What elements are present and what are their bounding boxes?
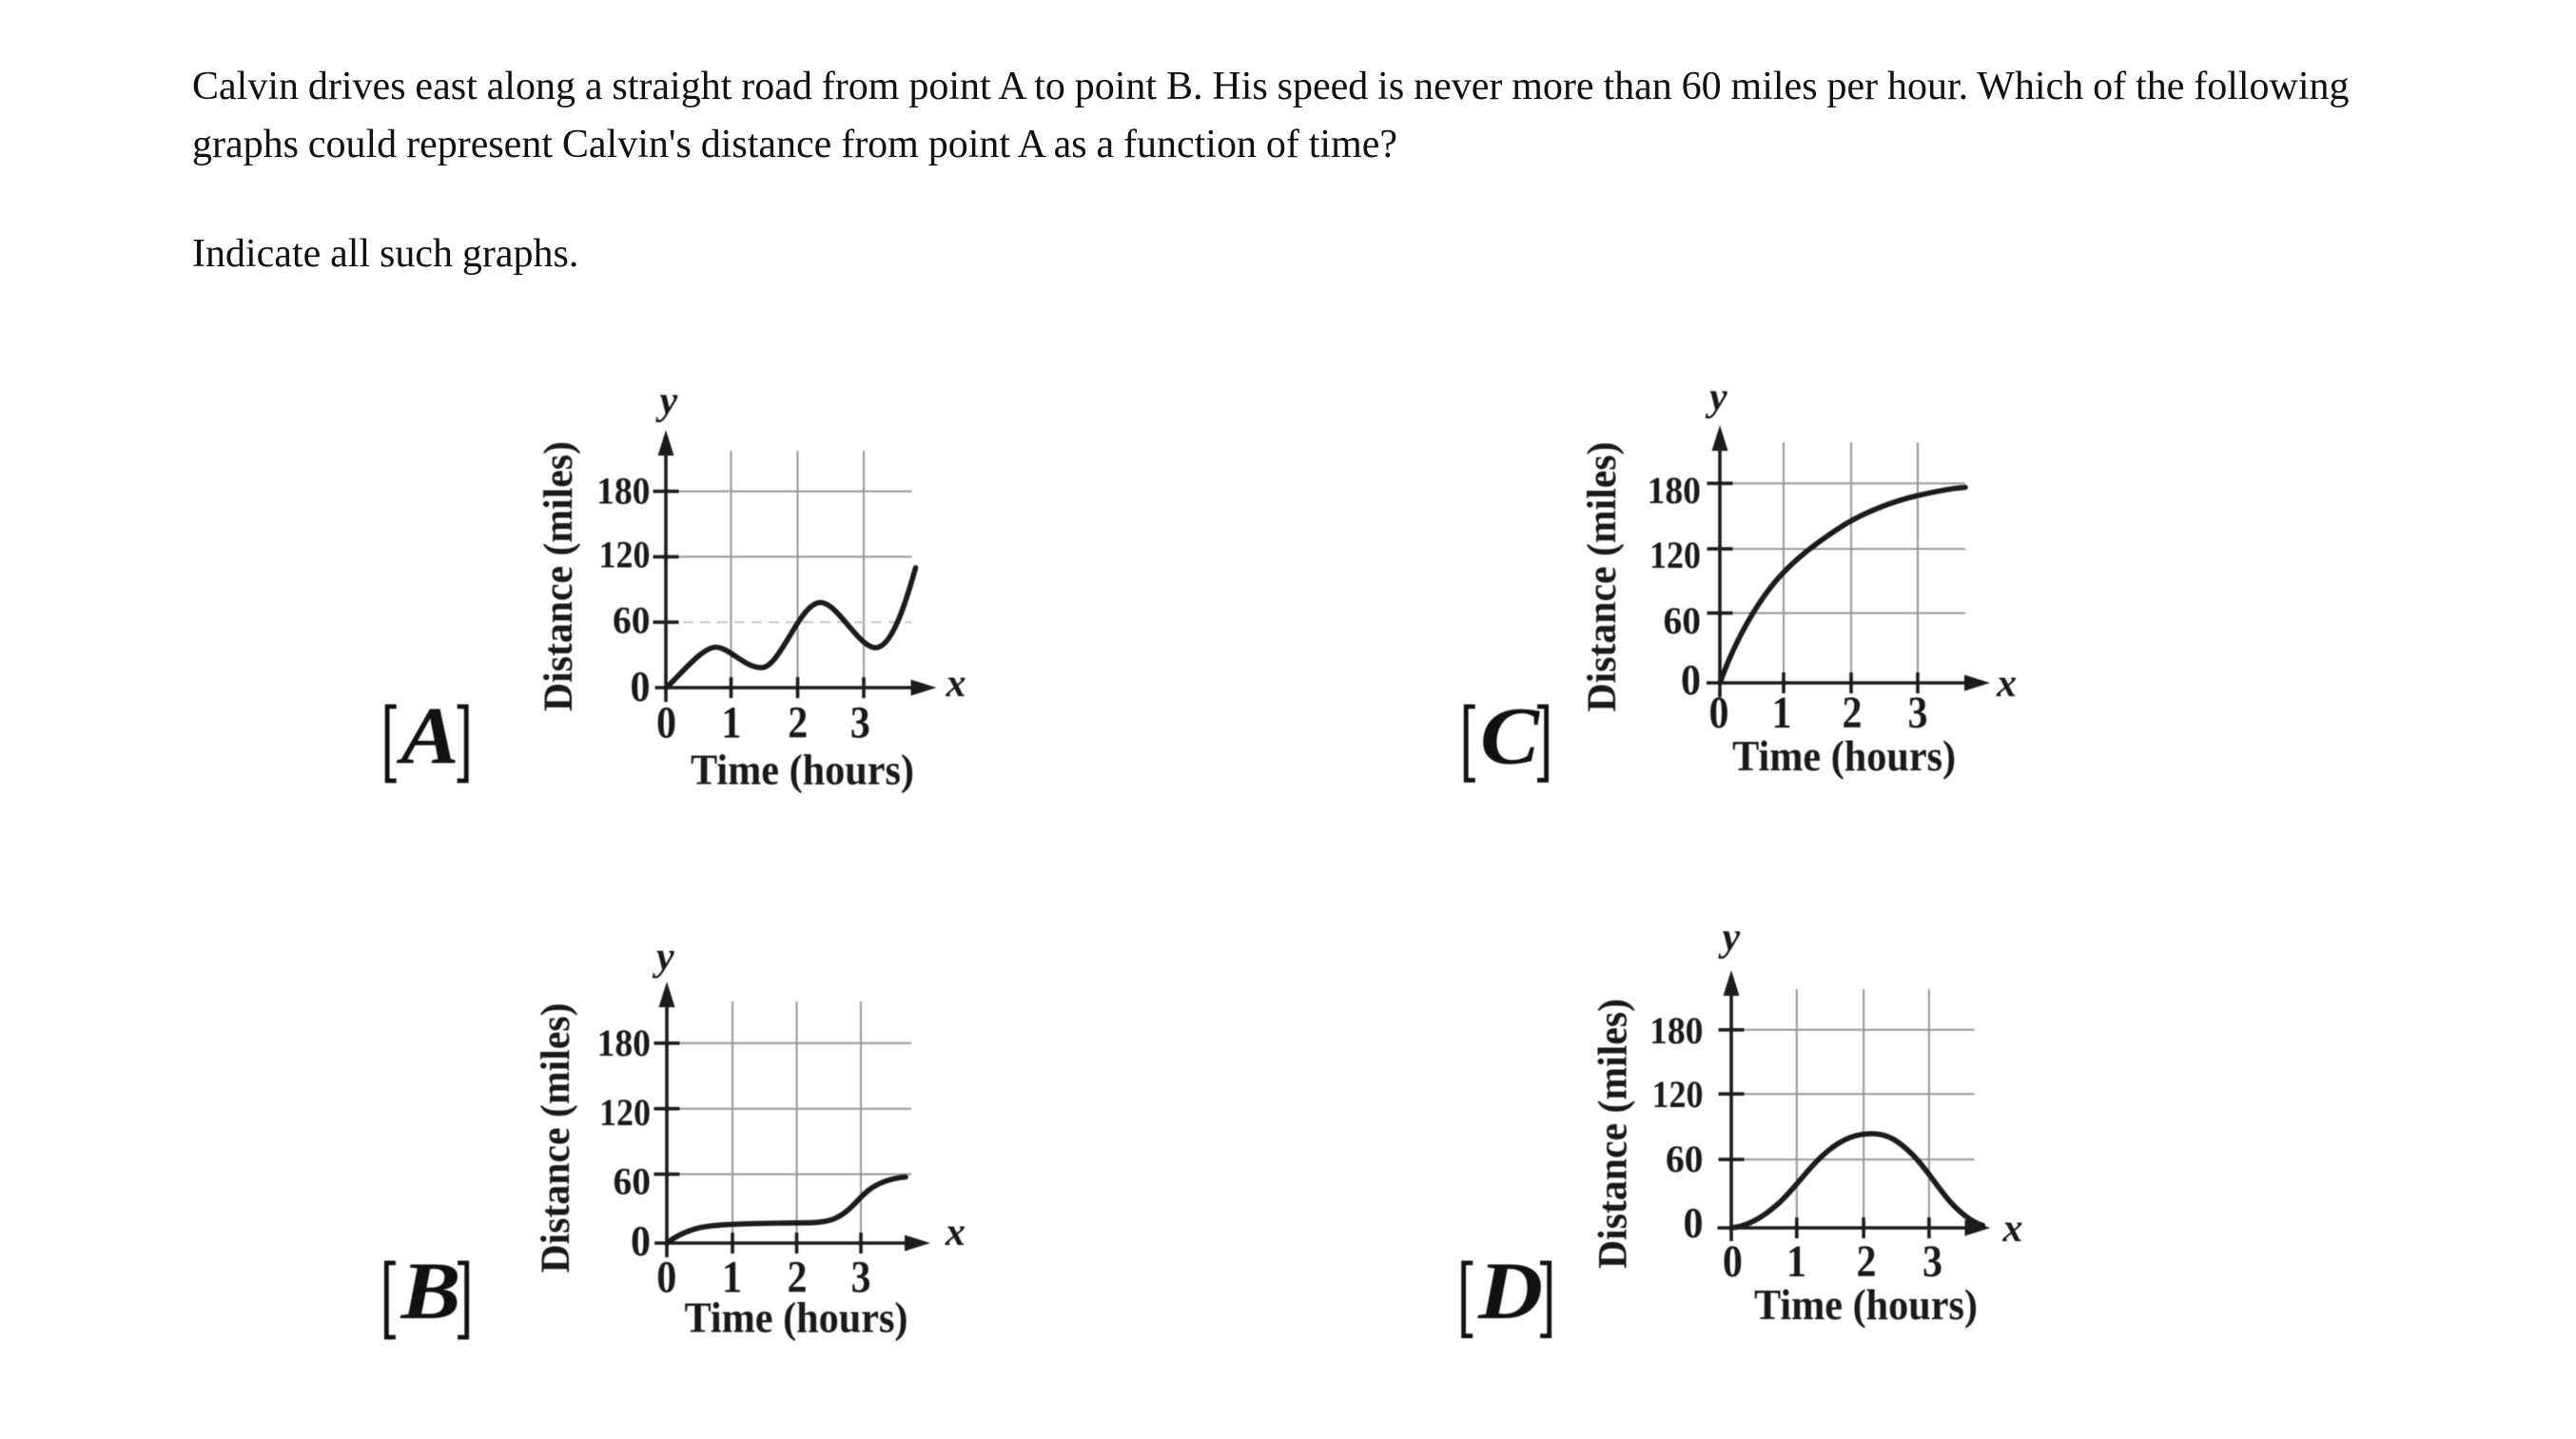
svg-text:1: 1 bbox=[1786, 1236, 1806, 1287]
svg-text:180: 180 bbox=[1649, 1009, 1704, 1052]
svg-text:Time (hours): Time (hours) bbox=[1732, 732, 1956, 780]
svg-text:x: x bbox=[945, 662, 966, 706]
svg-text:1: 1 bbox=[721, 698, 741, 749]
svg-text:120: 120 bbox=[599, 1091, 651, 1134]
svg-text:1: 1 bbox=[1772, 688, 1792, 738]
svg-text:Time (hours): Time (hours) bbox=[1754, 1281, 1978, 1329]
svg-text:60: 60 bbox=[1664, 599, 1702, 642]
svg-text:3: 3 bbox=[1908, 688, 1928, 738]
svg-text:120: 120 bbox=[1649, 534, 1701, 576]
svg-text:2: 2 bbox=[1843, 688, 1863, 738]
svg-text:0: 0 bbox=[631, 1216, 651, 1265]
svg-text:B: B bbox=[400, 1245, 460, 1336]
svg-text:Distance (miles): Distance (miles) bbox=[1580, 442, 1625, 712]
svg-text:A: A bbox=[396, 690, 459, 782]
svg-text:x: x bbox=[2001, 1207, 2022, 1251]
svg-text:Distance (miles): Distance (miles) bbox=[534, 1003, 578, 1274]
svg-text:2: 2 bbox=[1856, 1236, 1876, 1287]
svg-text:Distance (miles): Distance (miles) bbox=[537, 441, 581, 711]
svg-text:3: 3 bbox=[849, 698, 869, 749]
svg-text:Time (hours): Time (hours) bbox=[691, 746, 914, 793]
svg-text:0: 0 bbox=[1722, 1236, 1742, 1287]
svg-text:2: 2 bbox=[788, 698, 808, 749]
svg-text:0: 0 bbox=[1709, 688, 1729, 738]
svg-text:0: 0 bbox=[656, 1253, 676, 1303]
svg-text:x: x bbox=[1996, 662, 2017, 706]
svg-text:120: 120 bbox=[598, 534, 650, 576]
svg-text:Time (hours): Time (hours) bbox=[685, 1294, 908, 1342]
svg-text:60: 60 bbox=[613, 599, 651, 642]
svg-text:x: x bbox=[945, 1211, 966, 1254]
svg-text:C: C bbox=[1480, 690, 1541, 782]
svg-text:3: 3 bbox=[1922, 1236, 1942, 1287]
svg-text:0: 0 bbox=[656, 698, 676, 749]
svg-text:1: 1 bbox=[722, 1253, 742, 1303]
svg-text:Distance (miles): Distance (miles) bbox=[1590, 999, 1635, 1269]
svg-text:0: 0 bbox=[630, 662, 650, 710]
svg-text:D: D bbox=[1477, 1245, 1543, 1336]
svg-text:2: 2 bbox=[788, 1253, 808, 1303]
svg-text:180: 180 bbox=[597, 1021, 652, 1064]
svg-text:180: 180 bbox=[596, 470, 651, 513]
svg-text:0: 0 bbox=[1681, 655, 1701, 704]
svg-text:180: 180 bbox=[1648, 469, 1702, 512]
svg-text:0: 0 bbox=[1683, 1198, 1703, 1247]
svg-text:3: 3 bbox=[851, 1253, 871, 1303]
svg-text:60: 60 bbox=[1666, 1138, 1704, 1180]
svg-text:60: 60 bbox=[614, 1160, 652, 1203]
svg-text:120: 120 bbox=[1651, 1073, 1703, 1116]
